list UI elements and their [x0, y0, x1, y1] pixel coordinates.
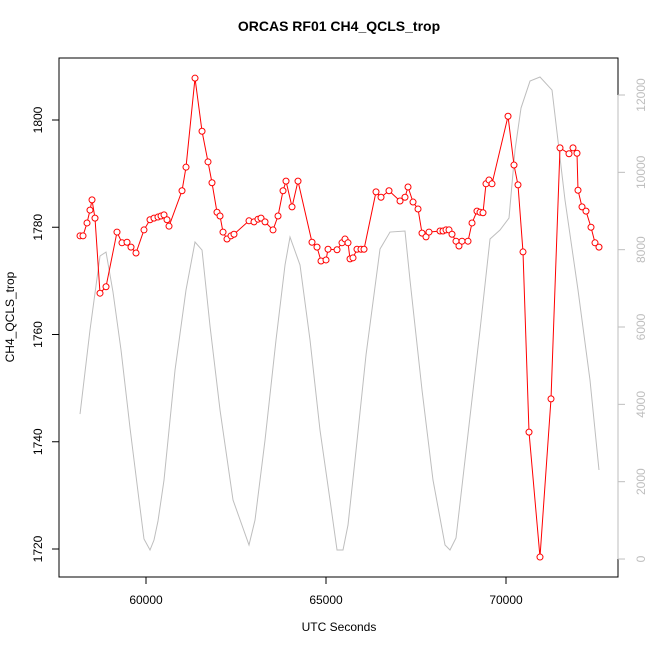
data-point — [578, 203, 586, 211]
data-point — [333, 246, 341, 254]
data-point — [409, 198, 417, 206]
data-point — [595, 243, 603, 251]
data-point — [504, 112, 512, 120]
data-point — [279, 187, 287, 195]
data-point — [360, 245, 368, 253]
data-point — [582, 207, 590, 215]
data-point — [261, 218, 269, 226]
data-point — [396, 197, 404, 205]
data-point — [178, 187, 186, 195]
y-tick-label: 1740 — [31, 428, 45, 455]
data-point — [525, 428, 533, 436]
x-tick-label: 60000 — [129, 593, 163, 607]
data-point — [191, 74, 199, 82]
data-point — [455, 242, 463, 250]
data-point — [468, 219, 476, 227]
data-point — [160, 211, 168, 219]
data-point — [547, 395, 555, 403]
data-point — [140, 226, 148, 234]
data-point — [404, 183, 412, 191]
data-point — [198, 127, 206, 135]
data-point — [574, 186, 582, 194]
data-point — [313, 243, 321, 251]
data-point — [414, 205, 422, 213]
data-point — [422, 233, 430, 241]
data-point — [464, 237, 472, 245]
x-tick-label: 65000 — [309, 593, 343, 607]
data-point — [123, 238, 131, 246]
data-point — [308, 238, 316, 246]
data-point — [102, 283, 110, 291]
y-tick-label: 1800 — [31, 106, 45, 133]
data-point — [488, 180, 496, 188]
data-point — [573, 149, 581, 157]
y2-tick-label: 10000 — [634, 155, 648, 189]
data-point — [113, 228, 121, 236]
data-point — [448, 230, 456, 238]
data-point — [86, 206, 94, 214]
data-point — [88, 196, 96, 204]
data-point — [322, 256, 330, 264]
data-point — [91, 214, 99, 222]
data-point — [377, 193, 385, 201]
y2-tick-label: 6000 — [634, 313, 648, 340]
series-line — [79, 76, 600, 552]
chart-title: ORCAS RF01 CH4_QCLS_trop — [238, 18, 440, 34]
data-point — [127, 243, 135, 251]
x-axis-label: UTC Seconds — [302, 620, 377, 634]
y-tick-label: 1720 — [31, 535, 45, 562]
data-point — [274, 212, 282, 220]
data-point — [182, 163, 190, 171]
data-point — [83, 219, 91, 227]
y2-tick-label: 0 — [634, 555, 648, 562]
data-point — [219, 228, 227, 236]
y2-tick-label: 4000 — [634, 391, 648, 418]
data-point — [282, 177, 290, 185]
data-point — [556, 144, 564, 152]
data-point — [349, 254, 357, 262]
y-tick-label: 1780 — [31, 214, 45, 241]
data-point — [216, 212, 224, 220]
y-axis-label: CH4_QCLS_trop — [3, 271, 17, 362]
data-point — [132, 249, 140, 257]
data-point — [458, 237, 466, 245]
data-point — [165, 222, 173, 230]
data-point — [79, 232, 87, 240]
data-point — [269, 226, 277, 234]
series-line — [80, 78, 600, 558]
plot-frame — [58, 57, 619, 578]
data-point — [536, 553, 544, 561]
data-point — [96, 289, 104, 297]
data-point — [163, 216, 171, 224]
y2-tick-label: 2000 — [634, 468, 648, 495]
data-point — [569, 144, 577, 152]
data-point — [324, 245, 332, 253]
y2-tick-label: 12000 — [634, 78, 648, 112]
data-point — [591, 239, 599, 247]
y2-tick-label: 8000 — [634, 236, 648, 263]
data-point — [208, 179, 216, 187]
data-point — [294, 177, 302, 185]
y-tick-label: 1760 — [31, 321, 45, 348]
data-point — [288, 203, 296, 211]
data-point — [519, 248, 527, 256]
data-point — [204, 158, 212, 166]
data-point — [425, 228, 433, 236]
data-point — [565, 150, 573, 158]
data-point — [510, 161, 518, 169]
data-point — [385, 187, 393, 195]
x-tick-label: 70000 — [489, 593, 523, 607]
data-point — [514, 181, 522, 189]
data-point — [230, 230, 238, 238]
data-point — [372, 188, 380, 196]
data-point — [401, 193, 409, 201]
data-point — [587, 223, 595, 231]
data-point — [479, 209, 487, 217]
data-point — [344, 239, 352, 247]
